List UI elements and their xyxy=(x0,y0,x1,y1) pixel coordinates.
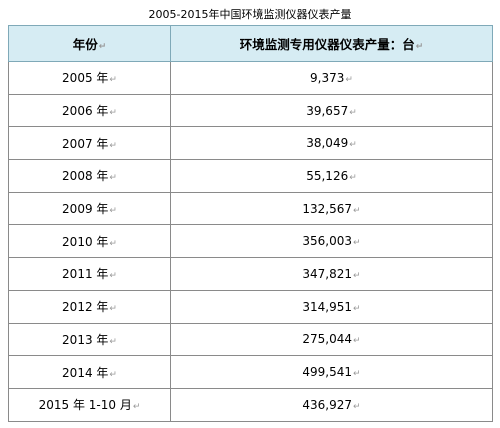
output-cell: 347,821↵ xyxy=(170,257,493,291)
year-cell: 2012 年↵ xyxy=(8,289,171,324)
output-cell: 436,927↵ xyxy=(170,387,493,422)
year-cell: 2011 年↵ xyxy=(8,257,171,291)
header-output: 环境监测专用仪器仪表产量：台↵ xyxy=(170,25,493,62)
table-row: 2012 年↵ 314,951↵ xyxy=(8,289,493,324)
year-cell: 2007 年↵ xyxy=(8,126,171,161)
table-header-row: 年份↵ 环境监测专用仪器仪表产量：台↵ xyxy=(8,25,493,62)
table-row: 2008 年↵ 55,126↵ xyxy=(8,159,493,193)
year-cell: 2009 年↵ xyxy=(8,191,171,226)
header-year: 年份↵ xyxy=(8,25,171,62)
output-cell: 314,951↵ xyxy=(170,289,493,324)
production-table: 年份↵ 环境监测专用仪器仪表产量：台↵ 2005 年↵ 9,373↵ 2006 … xyxy=(8,25,493,422)
year-cell: 2010 年↵ xyxy=(8,224,171,259)
year-cell: 2014 年↵ xyxy=(8,355,171,389)
table-row: 2009 年↵ 132,567↵ xyxy=(8,191,493,226)
table-caption: 2005-2015年中国环境监测仪器仪表产量 xyxy=(148,8,352,21)
year-cell: 2015 年 1-10 月↵ xyxy=(8,387,171,422)
table-row: 2015 年 1-10 月↵ 436,927↵ xyxy=(8,387,493,422)
table-row: 2010 年↵ 356,003↵ xyxy=(8,224,493,259)
year-cell: 2005 年↵ xyxy=(8,61,171,95)
year-cell: 2008 年↵ xyxy=(8,159,171,193)
table-row: 2011 年↵ 347,821↵ xyxy=(8,257,493,291)
output-cell: 9,373↵ xyxy=(170,61,493,95)
output-cell: 39,657↵ xyxy=(170,93,493,128)
output-cell: 132,567↵ xyxy=(170,191,493,226)
output-cell: 275,044↵ xyxy=(170,322,493,357)
output-cell: 356,003↵ xyxy=(170,224,493,259)
table-row: 2013 年↵ 275,044↵ xyxy=(8,322,493,357)
table-row: 2014 年↵ 499,541↵ xyxy=(8,355,493,389)
output-cell: 499,541↵ xyxy=(170,355,493,389)
output-cell: 55,126↵ xyxy=(170,159,493,193)
table-row: 2006 年↵ 39,657↵ xyxy=(8,93,493,128)
year-cell: 2006 年↵ xyxy=(8,93,171,128)
table-row: 2005 年↵ 9,373↵ xyxy=(8,61,493,95)
year-cell: 2013 年↵ xyxy=(8,322,171,357)
output-cell: 38,049↵ xyxy=(170,126,493,161)
data-table-container: 年份↵ 环境监测专用仪器仪表产量：台↵ 2005 年↵ 9,373↵ 2006 … xyxy=(8,25,493,422)
table-row: 2007 年↵ 38,049↵ xyxy=(8,126,493,161)
